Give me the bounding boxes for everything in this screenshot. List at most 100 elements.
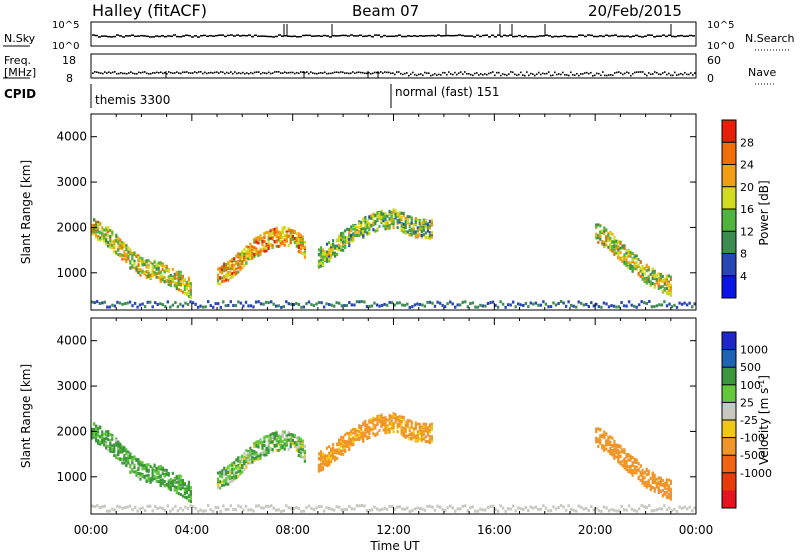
heatmap-cell [179, 283, 182, 287]
heatmap-cell [364, 430, 367, 434]
heatmap-cell [191, 301, 195, 305]
heatmap-cell [222, 300, 225, 304]
heatmap-cell [297, 438, 300, 442]
heatmap-cell [402, 211, 405, 215]
heatmap-cell [185, 496, 188, 499]
freq-trace-dot [484, 73, 486, 75]
heatmap-cell [247, 252, 250, 256]
freq-trace-dot [226, 71, 228, 74]
heatmap-cell [621, 448, 624, 452]
heatmap-cell [410, 221, 413, 225]
heatmap-cell [350, 239, 353, 243]
heatmap-cell [204, 305, 207, 309]
heatmap-cell [657, 282, 660, 286]
heatmap-cell [173, 476, 176, 480]
heatmap-cell [93, 422, 96, 426]
heatmap-cell [386, 226, 389, 230]
heatmap-cell [255, 251, 258, 255]
heatmap-cell [279, 440, 282, 444]
heatmap-cell [410, 433, 413, 437]
heatmap-cell [641, 475, 644, 479]
heatmap-cell [416, 234, 419, 238]
heatmap-cell [227, 278, 230, 282]
heatmap-cell [145, 264, 148, 268]
heatmap-cell [293, 441, 296, 444]
heatmap-cell [615, 451, 618, 455]
heatmap-cell [265, 450, 268, 454]
heatmap-cell [321, 251, 325, 255]
heatmap-cell [95, 235, 98, 239]
heatmap-cell [133, 470, 136, 474]
heatmap-cell [663, 486, 666, 490]
heatmap-cell [153, 265, 156, 269]
heatmap-cell [117, 248, 120, 252]
heatmap-cell [125, 244, 128, 248]
heatmap-cell [426, 223, 429, 227]
heatmap-cell [607, 438, 610, 441]
heatmap-cell [157, 266, 160, 270]
heatmap-cell [643, 276, 646, 280]
heatmap-cell [605, 237, 608, 241]
heatmap-cell [119, 458, 122, 462]
heatmap-cell [388, 213, 391, 217]
heatmap-cell [599, 435, 602, 439]
heatmap-cell [181, 290, 184, 294]
heatmap-cell [147, 269, 150, 273]
heatmap-cell [645, 483, 648, 486]
freq-trace-dot [290, 71, 292, 74]
heatmap-cell [661, 493, 664, 497]
heatmap-cell [235, 466, 238, 470]
freq-trace-dot [296, 71, 298, 74]
freq-trace-dot [644, 73, 646, 75]
freq-trace-dot [612, 74, 614, 77]
heatmap-cell [103, 438, 106, 442]
heatmap-cell [404, 226, 407, 230]
heatmap-cell [221, 265, 224, 269]
heatmap-cell [633, 471, 636, 475]
heatmap-cell [169, 488, 172, 492]
heatmap-cell [175, 491, 178, 495]
heatmap-cell [633, 255, 636, 259]
heatmap-cell [428, 234, 431, 238]
heatmap-cell [336, 456, 339, 460]
heatmap-cell [342, 240, 345, 244]
heatmap-cell [685, 507, 689, 511]
heatmap-cell [259, 248, 262, 252]
heatmap-cell [143, 467, 146, 471]
heatmap-cell [317, 265, 321, 269]
heatmap-cell [617, 509, 621, 513]
heatmap-cell [667, 488, 670, 492]
heatmap-cell [370, 216, 373, 220]
heatmap-cell [269, 436, 272, 440]
heatmap-cell [282, 305, 285, 309]
heatmap-cell [633, 459, 636, 463]
heatmap-cell [422, 422, 425, 426]
freq-trace-dot [572, 74, 574, 76]
heatmap-cell [201, 305, 205, 309]
heatmap-cell [420, 438, 423, 441]
heatmap-cell [189, 288, 192, 292]
heatmap-cell [297, 442, 300, 445]
heatmap-cell [107, 448, 110, 452]
heatmap-cell [225, 277, 228, 280]
heatmap-cell [139, 273, 142, 277]
heatmap-cell [129, 260, 132, 264]
heatmap-cell [147, 473, 150, 477]
freq-trace-dot [510, 71, 512, 73]
freq-trace-dot [156, 71, 158, 74]
heatmap-cell [627, 453, 630, 457]
heatmap-cell [402, 224, 405, 228]
heatmap-cell [368, 224, 371, 228]
heatmap-cell [659, 478, 662, 482]
heatmap-cell [410, 421, 413, 425]
heatmap-cell [279, 232, 282, 235]
heatmap-cell [663, 282, 666, 286]
heatmap-cell [370, 214, 373, 218]
heatmap-cell [633, 261, 636, 265]
heatmap-cell [348, 432, 351, 435]
heatmap-cell [123, 245, 126, 249]
heatmap-cell [402, 415, 405, 419]
heatmap-cell [133, 463, 136, 467]
heatmap-cell [241, 454, 244, 458]
